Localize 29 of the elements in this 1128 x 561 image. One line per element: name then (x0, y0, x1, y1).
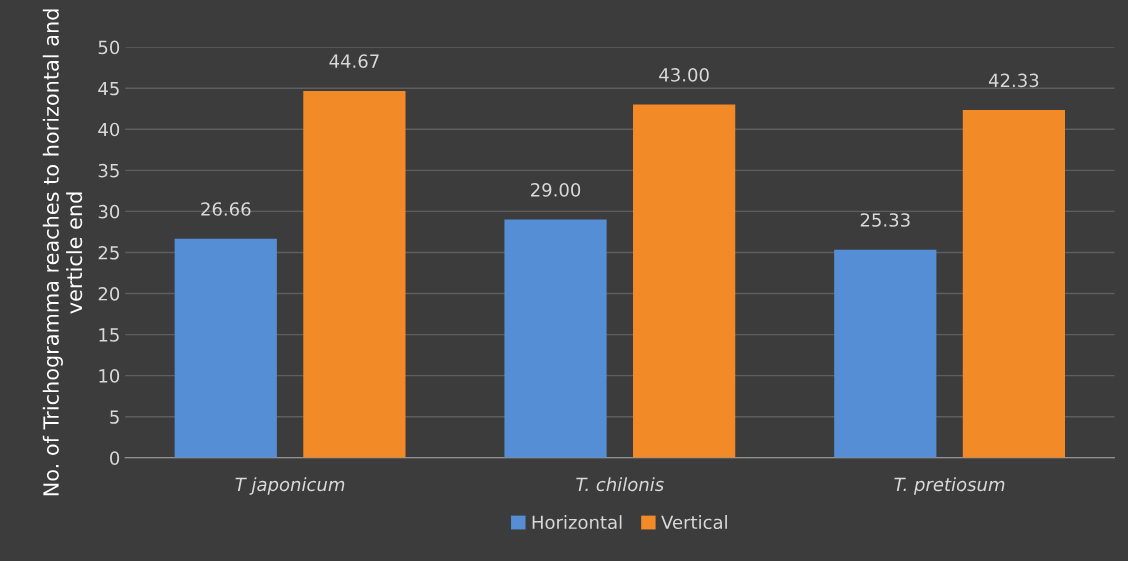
bar (504, 219, 607, 458)
data-label: 26.66 (201, 202, 251, 216)
y-tick-label: 45 (98, 81, 119, 96)
data-label: 25.33 (860, 213, 910, 227)
bar (834, 249, 937, 458)
x-tick-label: T. chilonis (576, 477, 664, 492)
x-tick-label: T. pretiosum (894, 477, 1005, 495)
data-label: 44.67 (329, 54, 379, 68)
y-tick-label: 25 (98, 245, 119, 260)
y-tick-label: 30 (98, 204, 120, 219)
y-axis-title: No. of Trichogramma reaches to horizontal and verticle end (42, 9, 83, 496)
data-label: 42.33 (988, 73, 1039, 88)
legend-label: Horizontal (532, 515, 622, 530)
legend-label: Vertical (661, 515, 727, 530)
y-tick-label: 15 (99, 328, 119, 342)
y-tick-label: 40 (98, 122, 120, 137)
bar (633, 104, 736, 458)
bar (303, 90, 406, 458)
y-tick-label: 10 (99, 369, 120, 383)
bar (174, 238, 277, 458)
y-tick-label: 0 (110, 451, 120, 465)
data-label: 29.00 (531, 183, 581, 197)
bar (962, 110, 1065, 458)
y-tick-label: 20 (98, 286, 120, 301)
x-tick-label: T japonicum (235, 477, 345, 495)
y-tick-label: 35 (98, 163, 119, 178)
data-label: 43.00 (659, 68, 709, 82)
y-tick-label: 5 (110, 410, 119, 424)
y-tick-label: 50 (98, 40, 120, 55)
